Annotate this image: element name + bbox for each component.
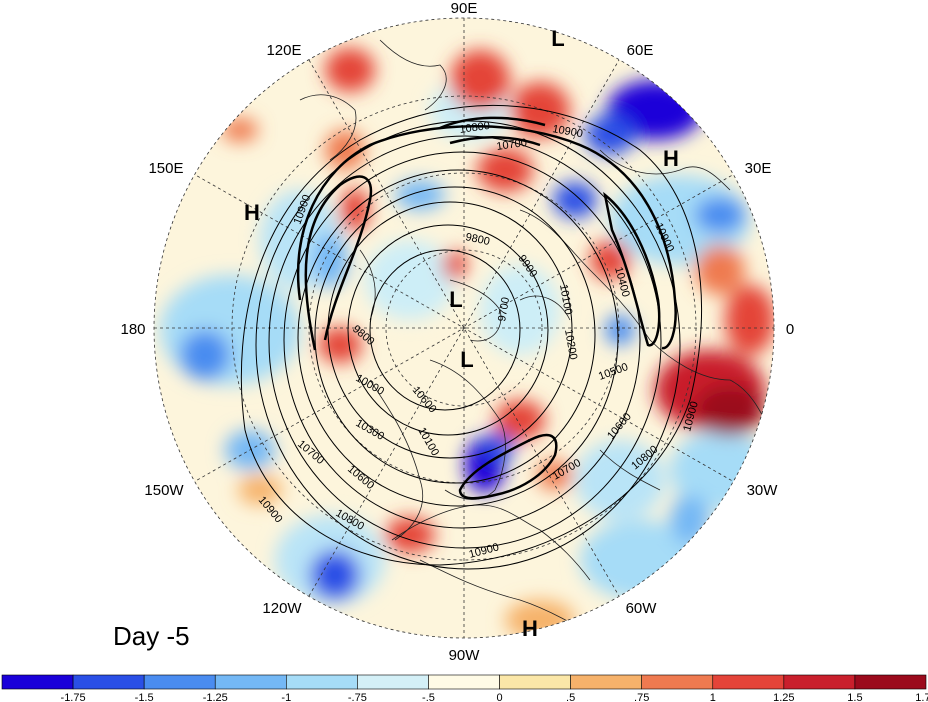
pressure-centers: L H H L L H xyxy=(244,26,679,641)
colorbar-tick-label: -.75 xyxy=(348,692,367,702)
colorbar-swatch xyxy=(143,674,216,690)
colorbar-tick-label: 1.5 xyxy=(847,692,862,702)
colorbar: -1.75 -1.5 -1.25 -1 -.75 -.5 0 .5 .75 1 1.25 1.5 1.7… xyxy=(1,674,928,702)
contour-label: 10700 xyxy=(496,137,528,153)
day-label: Day -5 xyxy=(113,621,190,651)
colorbar-swatch xyxy=(1,674,74,690)
lon-label-30w: 30W xyxy=(747,482,779,499)
lon-label-30e: 30E xyxy=(745,160,772,177)
low-center-label: L xyxy=(460,347,473,372)
lon-label-90w: 90W xyxy=(449,647,481,664)
contour-label: 10100 xyxy=(557,283,574,315)
high-center-label: H xyxy=(244,200,260,225)
colorbar-tick-label: 1 xyxy=(710,692,716,702)
contour-label: 10200 xyxy=(562,328,579,360)
lon-label-150w: 150W xyxy=(144,482,184,499)
lon-label-0: 0 xyxy=(786,321,794,338)
lon-label-60e: 60E xyxy=(627,42,654,59)
colorbar-swatch xyxy=(214,674,287,690)
colorbar-swatch xyxy=(641,674,714,690)
lon-label-120w: 120W xyxy=(262,600,302,617)
colorbar-tick-label: -1.5 xyxy=(135,692,154,702)
high-center-label: H xyxy=(663,146,679,171)
lon-label-180: 180 xyxy=(120,321,145,338)
colorbar-swatch xyxy=(357,674,429,690)
colorbar-swatch xyxy=(570,674,642,690)
colorbar-swatch xyxy=(72,674,145,690)
lon-label-120e: 120E xyxy=(266,42,301,59)
colorbar-swatch xyxy=(783,674,856,690)
lon-label-90e: 90E xyxy=(451,0,478,17)
map-boundary xyxy=(153,17,775,639)
colorbar-swatch xyxy=(428,674,500,690)
colorbar-swatch xyxy=(854,674,927,690)
colorbar-tick-label: -.5 xyxy=(422,692,435,702)
colorbar-tick-label: 1.25 xyxy=(773,692,794,702)
colorbar-swatch xyxy=(499,674,571,690)
low-center-label: L xyxy=(551,26,564,51)
colorbar-tick-label: -1.75 xyxy=(61,692,86,702)
colorbar-tick-label: 0 xyxy=(496,692,502,702)
longitude-labels: 90E 60E 30E 0 30W 60W 90W 120W 150W 180 … xyxy=(120,0,794,664)
contour-labels: 10800 10700 10900 10900 10900 9900 9800 … xyxy=(256,120,701,561)
high-center-label: H xyxy=(522,616,538,641)
contour-label: 9700 xyxy=(496,296,512,322)
contour-label: 10900 xyxy=(551,123,583,140)
contour-label: 9800 xyxy=(464,231,490,248)
lon-label-60w: 60W xyxy=(626,600,658,617)
jet-contours xyxy=(296,116,677,500)
coastlines xyxy=(299,39,771,638)
colorbar-tick-label: 1.75 xyxy=(915,692,928,702)
colorbar-swatch xyxy=(712,674,785,690)
colorbar-tick-label: .5 xyxy=(566,692,575,702)
contour-label: 10800 xyxy=(459,120,491,136)
colorbar-tick-label: -1.25 xyxy=(203,692,228,702)
low-center-label: L xyxy=(449,287,462,312)
lon-label-150e: 150E xyxy=(148,160,183,177)
colorbar-swatch xyxy=(286,674,358,690)
colorbar-tick-label: -1 xyxy=(281,692,291,702)
colorbar-tick-label: .75 xyxy=(634,692,649,702)
